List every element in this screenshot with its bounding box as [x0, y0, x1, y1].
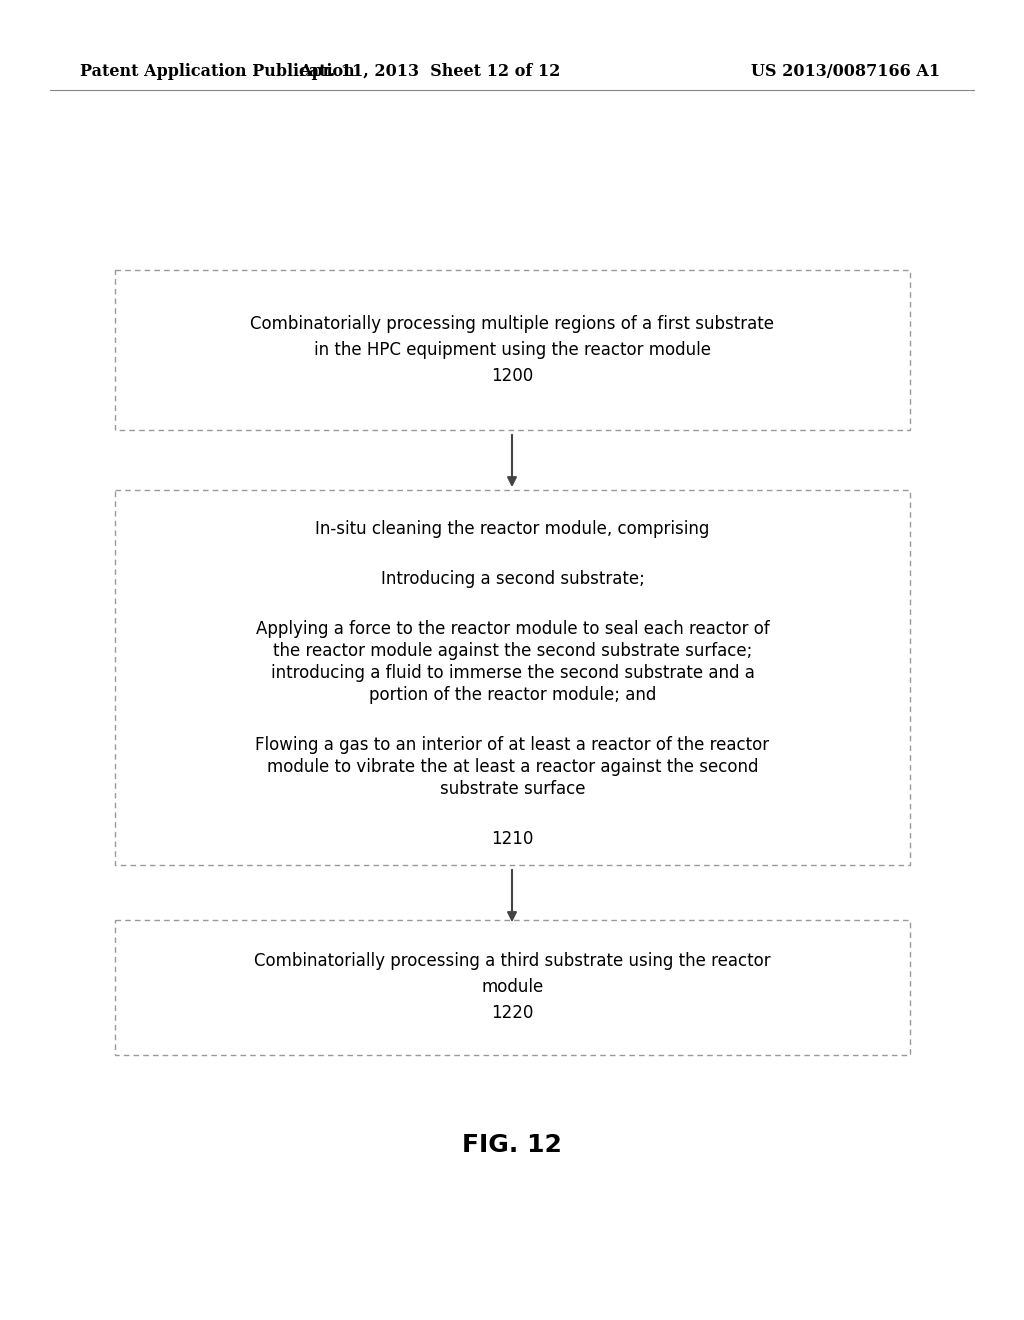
Bar: [115, 271, 910, 430]
Text: Combinatorially processing multiple regions of a first substrate: Combinatorially processing multiple regi…: [251, 315, 774, 333]
Text: Flowing a gas to an interior of at least a reactor of the reactor: Flowing a gas to an interior of at least…: [255, 737, 770, 754]
Text: Introducing a second substrate;: Introducing a second substrate;: [381, 570, 644, 587]
Text: the reactor module against the second substrate surface;: the reactor module against the second su…: [272, 642, 753, 660]
Bar: [115, 490, 910, 865]
Text: 1220: 1220: [492, 1005, 534, 1023]
Text: portion of the reactor module; and: portion of the reactor module; and: [369, 686, 656, 704]
Text: FIG. 12: FIG. 12: [462, 1133, 562, 1158]
Text: 1210: 1210: [492, 830, 534, 847]
Text: Apr. 11, 2013  Sheet 12 of 12: Apr. 11, 2013 Sheet 12 of 12: [299, 63, 561, 81]
Text: 1200: 1200: [492, 367, 534, 385]
Text: introducing a fluid to immerse the second substrate and a: introducing a fluid to immerse the secon…: [270, 664, 755, 682]
Text: US 2013/0087166 A1: US 2013/0087166 A1: [751, 63, 940, 81]
Text: In-situ cleaning the reactor module, comprising: In-situ cleaning the reactor module, com…: [315, 520, 710, 539]
Bar: [115, 920, 910, 1055]
Text: Patent Application Publication: Patent Application Publication: [80, 63, 354, 81]
Text: Applying a force to the reactor module to seal each reactor of: Applying a force to the reactor module t…: [256, 620, 769, 638]
Text: substrate surface: substrate surface: [439, 780, 586, 799]
Text: Combinatorially processing a third substrate using the reactor: Combinatorially processing a third subst…: [254, 953, 771, 970]
Text: in the HPC equipment using the reactor module: in the HPC equipment using the reactor m…: [314, 341, 711, 359]
Text: module to vibrate the at least a reactor against the second: module to vibrate the at least a reactor…: [266, 758, 758, 776]
Text: module: module: [481, 978, 544, 997]
